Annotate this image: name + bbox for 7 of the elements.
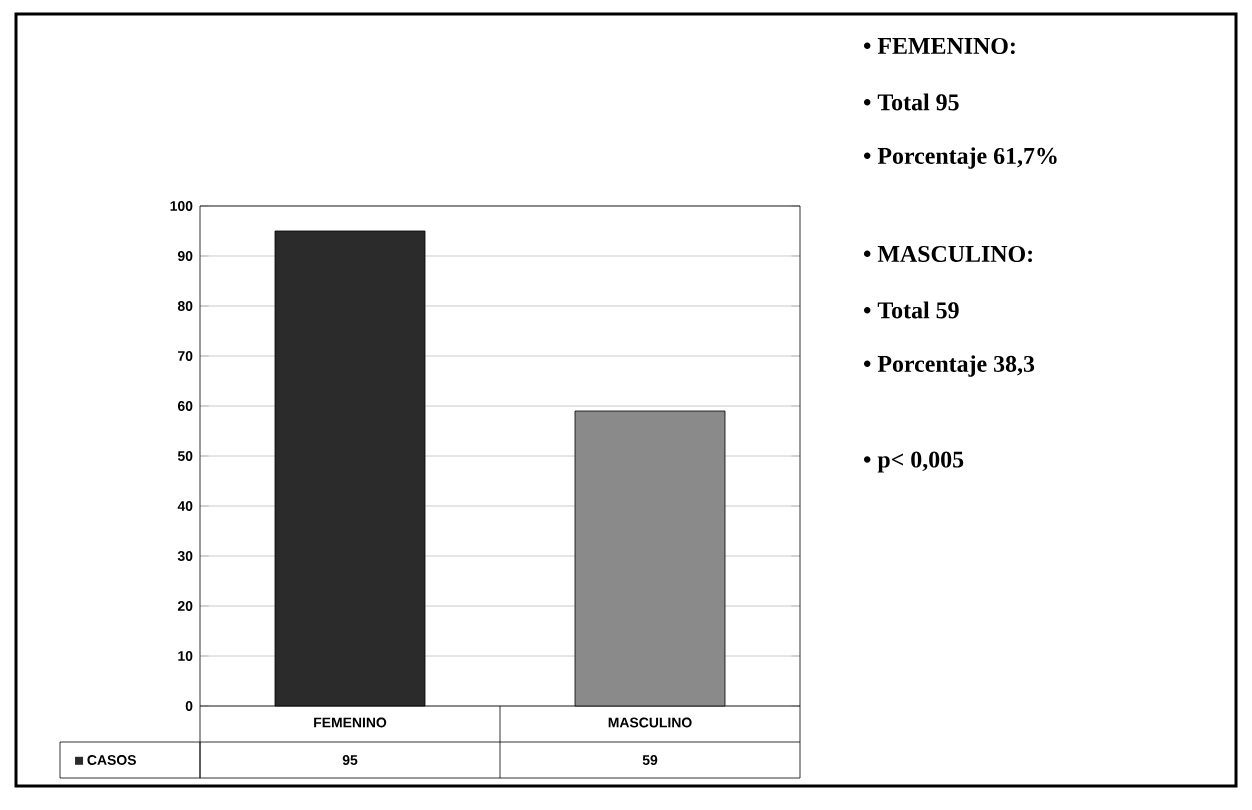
text: • Porcentaje 61,7%: [863, 147, 1057, 169]
text: • Total 59: [863, 301, 959, 319]
text: • Total 95: [863, 93, 959, 111]
text: • Porcentaje 38,3: [863, 355, 1035, 377]
text: • p< 0,005: [863, 451, 964, 473]
text: • FEMENINO:: [863, 37, 1015, 55]
text: • MASCULINO:: [863, 245, 1032, 263]
